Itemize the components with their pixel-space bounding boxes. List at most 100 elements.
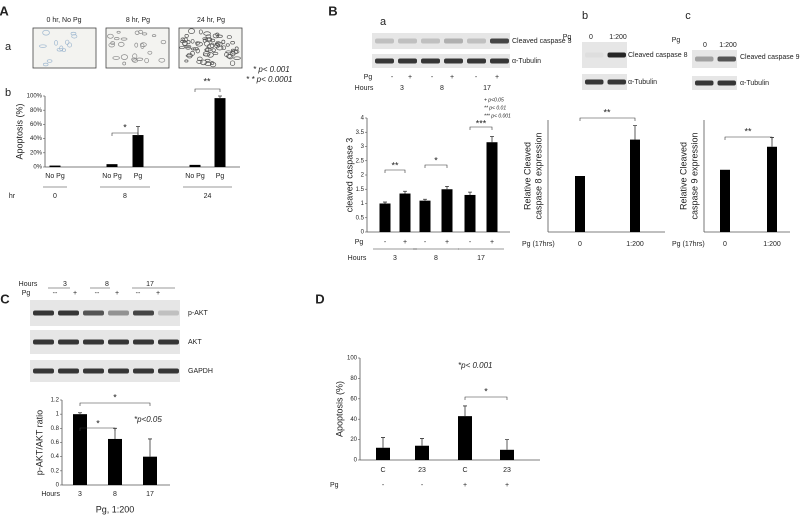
x-tick-label: Pg	[216, 173, 225, 180]
band	[695, 56, 714, 62]
cell	[221, 45, 227, 51]
cell	[211, 48, 216, 53]
figure-label: 8	[440, 85, 444, 92]
cell	[110, 41, 115, 45]
blot	[30, 360, 180, 382]
x-tick-label: C	[380, 467, 385, 474]
bar	[767, 146, 777, 232]
cell	[158, 57, 166, 63]
error-bar	[490, 136, 494, 143]
bar	[464, 194, 476, 232]
cell	[118, 41, 125, 47]
figure-label: c	[685, 10, 691, 22]
y-tick-label: 20%	[30, 150, 43, 156]
bar	[108, 438, 122, 485]
cell	[195, 48, 200, 54]
y-axis-label: Relative Cleaved	[678, 142, 688, 210]
figure-label: --	[53, 290, 58, 297]
error-bar	[403, 190, 407, 194]
figure-label: 0 hr, No Pg	[46, 17, 81, 24]
cell	[107, 33, 114, 39]
row-value: -	[421, 482, 424, 489]
figure-label: +	[450, 74, 454, 81]
figure-label: 8	[105, 281, 109, 288]
cell	[204, 48, 212, 52]
band	[58, 339, 79, 345]
bar	[376, 447, 390, 460]
sig-bracket	[384, 169, 406, 173]
bar	[630, 139, 640, 232]
group-axis-label: hr	[9, 193, 16, 200]
x-tick-label: -	[424, 239, 427, 246]
band	[58, 310, 79, 316]
band	[58, 368, 79, 374]
y-tick-label: 2.5	[356, 158, 365, 164]
figure-label: GAPDH	[188, 368, 213, 375]
cell	[136, 57, 144, 61]
cell	[147, 50, 153, 55]
row-value: +	[505, 482, 509, 489]
y-tick-label: 0.6	[51, 440, 60, 446]
x-tick-label: Pg	[134, 173, 143, 180]
cell	[203, 31, 211, 36]
cell	[210, 61, 215, 65]
bar	[399, 193, 411, 232]
sig-bracket	[79, 427, 116, 431]
figure-label: +	[495, 74, 499, 81]
annotation: **	[203, 76, 211, 86]
cell	[207, 43, 215, 49]
cell	[198, 29, 203, 35]
blot	[692, 50, 737, 68]
cell	[114, 37, 120, 41]
figure-label: Hours	[19, 281, 38, 288]
bar	[214, 98, 226, 167]
figure-label: 3	[63, 281, 67, 288]
band	[444, 38, 463, 44]
y-tick-label: 0.4	[51, 454, 60, 460]
cell	[212, 51, 219, 55]
cell	[186, 52, 193, 59]
figure-label: -	[431, 74, 434, 81]
y-tick-label: 1	[56, 412, 60, 418]
band	[133, 339, 154, 345]
figure-label: Cleaved caspase 8	[628, 52, 688, 59]
sig-bracket	[579, 117, 636, 121]
bar	[106, 164, 118, 167]
annotation: + p<0.05	[484, 97, 504, 103]
blot	[582, 74, 627, 90]
figure-label: A	[0, 3, 9, 18]
figure-label: 8 hr, Pg	[126, 17, 150, 24]
group-label: 3	[393, 255, 397, 262]
cell	[225, 43, 230, 47]
figure-label: B	[328, 3, 337, 18]
band	[33, 310, 54, 316]
y-tick-label: 100%	[27, 94, 43, 100]
micrograph	[32, 27, 97, 69]
cell	[190, 39, 195, 44]
band	[585, 79, 604, 85]
cell	[144, 57, 149, 64]
cell	[226, 35, 232, 40]
figure-label: +	[115, 290, 119, 297]
band	[33, 368, 54, 374]
band	[717, 80, 736, 86]
cell	[206, 52, 214, 58]
cell	[67, 42, 73, 48]
cell	[184, 59, 189, 63]
cell	[134, 42, 139, 48]
bar	[458, 416, 472, 460]
x-tick-label: C	[462, 467, 467, 474]
cell	[39, 44, 47, 48]
cell	[140, 43, 145, 49]
bar	[143, 456, 157, 485]
row-value: -	[382, 482, 385, 489]
band	[33, 339, 54, 345]
cell	[214, 43, 220, 49]
bar	[49, 165, 61, 167]
annotation: *	[123, 122, 127, 132]
blot	[692, 76, 737, 90]
figure-label: +	[156, 290, 160, 297]
cell	[184, 44, 192, 48]
x-tick-label: No Pg	[102, 173, 122, 180]
